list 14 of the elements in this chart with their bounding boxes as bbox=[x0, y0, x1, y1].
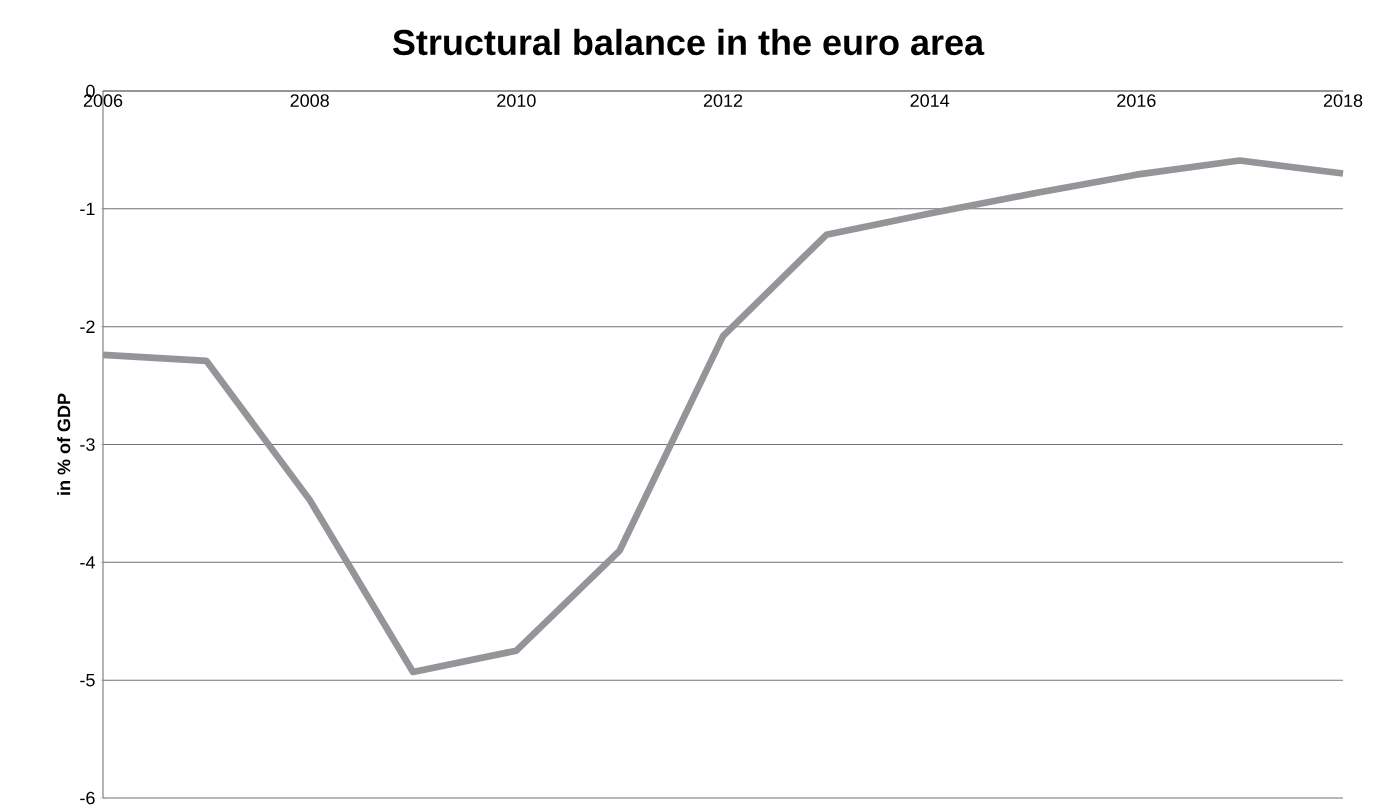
x-tick-label: 2012 bbox=[703, 94, 743, 107]
y-tick-label: -2 bbox=[80, 320, 95, 333]
y-tick-label: -3 bbox=[80, 438, 95, 451]
x-tick-label: 2008 bbox=[290, 94, 329, 107]
x-tick-label: 2014 bbox=[910, 94, 950, 107]
y-tick-label: -1 bbox=[80, 202, 95, 216]
y-axis-title: in % of GDP bbox=[57, 393, 71, 495]
x-tick-label: 2018 bbox=[1323, 94, 1363, 107]
y-tick-label: -5 bbox=[80, 673, 95, 687]
x-tick-label: 2010 bbox=[497, 94, 536, 107]
chart-title: Structural balance in the euro area bbox=[392, 28, 985, 56]
y-tick-label: -4 bbox=[80, 556, 95, 569]
y-tick-label: -6 bbox=[80, 791, 95, 805]
x-tick-label: 2016 bbox=[1117, 94, 1156, 107]
